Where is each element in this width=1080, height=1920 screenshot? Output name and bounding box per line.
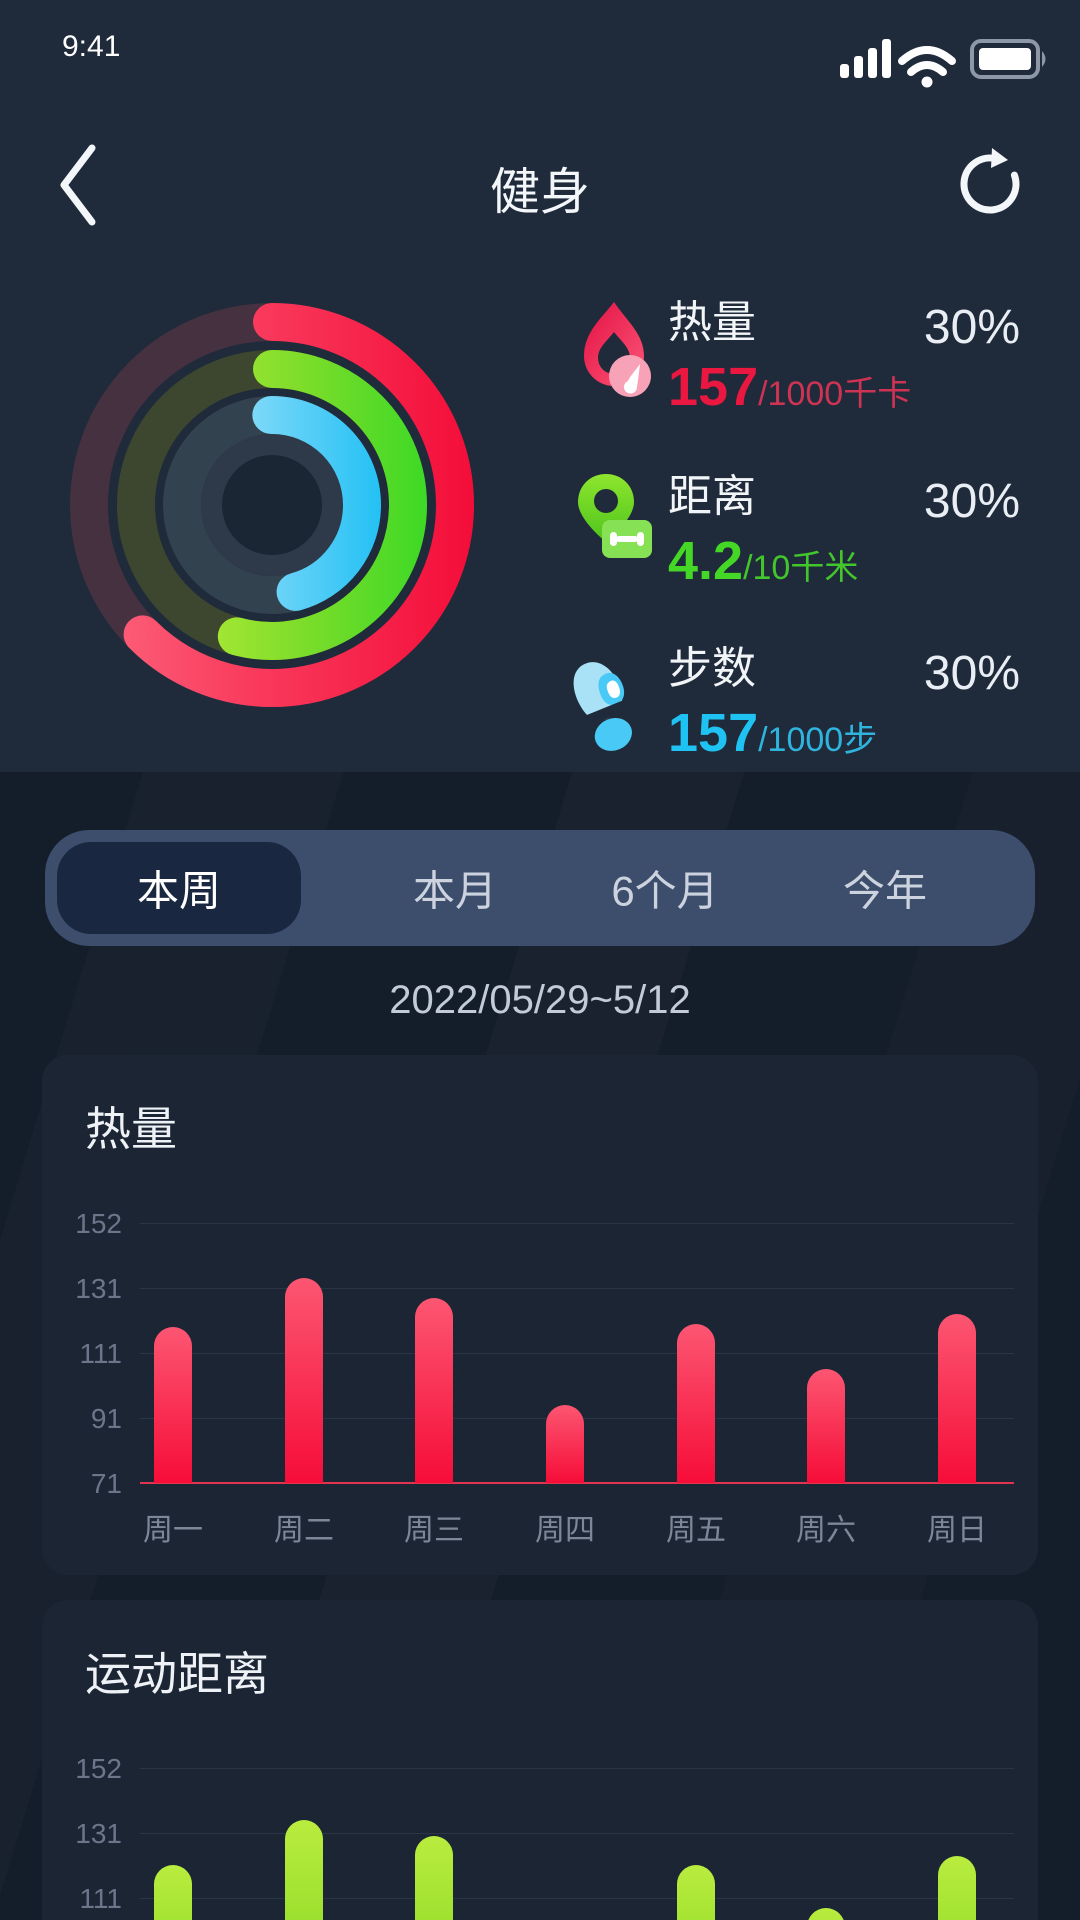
chart-gridline xyxy=(140,1288,1014,1289)
bar-周六 xyxy=(807,1369,845,1483)
chart-gridline xyxy=(140,1353,1014,1354)
tab-label: 今年 xyxy=(842,867,928,915)
map-pin-dumbbell-icon xyxy=(578,474,652,558)
stat-label: 步数 xyxy=(668,644,756,693)
cellular-signal-icon xyxy=(840,39,891,78)
stat-texts: 步数 157 /1000步 xyxy=(668,644,877,764)
bar-周一 xyxy=(154,1327,192,1483)
stat-value: 157 /1000步 xyxy=(668,702,877,764)
x-axis-label: 周三 xyxy=(404,1514,464,1547)
stat-target: /1000千卡 xyxy=(758,375,912,413)
back-button[interactable] xyxy=(48,140,108,230)
bar-周二 xyxy=(285,1278,323,1483)
y-axis-tick: 131 xyxy=(75,1273,122,1304)
y-axis-tick: 131 xyxy=(75,1818,122,1849)
tab-this-year[interactable]: 今年 xyxy=(785,840,985,936)
stat-value: 4.2 /10千米 xyxy=(668,530,858,592)
bar-周二 xyxy=(285,1820,323,1920)
x-axis-label: 周一 xyxy=(143,1514,203,1547)
date-range: 2022/05/29~5/12 xyxy=(389,978,691,1022)
status-time: 9:41 xyxy=(62,30,121,63)
bar-周五 xyxy=(677,1865,715,1920)
stat-target: /1000步 xyxy=(758,721,878,759)
chart-baseline xyxy=(140,1482,1014,1484)
shoe-step-icon xyxy=(573,662,638,751)
stat-current: 4.2 xyxy=(668,531,744,591)
y-axis-tick: 91 xyxy=(90,1403,122,1434)
x-axis-label: 周二 xyxy=(274,1514,334,1547)
stat-value: 157 /1000千卡 xyxy=(668,356,911,418)
stat-row-calories: 热量 157 /1000千卡 30% xyxy=(560,298,1020,428)
chart-gridline xyxy=(140,1898,1014,1899)
bar-周四 xyxy=(546,1405,584,1483)
stat-row-steps: 步数 157 /1000步 30% xyxy=(560,644,1020,774)
page-title: 健身 xyxy=(490,164,590,220)
card-title: 热量 xyxy=(85,1103,177,1155)
bar-周一 xyxy=(154,1865,192,1920)
stat-label: 热量 xyxy=(668,298,756,347)
tab-label: 本月 xyxy=(412,867,498,915)
stat-row-distance: 距离 4.2 /10千米 30% xyxy=(560,472,1020,602)
chevron-left-icon xyxy=(60,144,96,226)
calories-chart-card: 热量 152 131 111 91 71 周一 周二 周三 周四 周五 周六 周日 xyxy=(42,1055,1038,1575)
tab-label: 本周 xyxy=(136,867,222,915)
x-axis-label: 周日 xyxy=(927,1514,987,1547)
chart-gridline xyxy=(140,1768,1014,1769)
activity-rings xyxy=(70,303,474,707)
stat-current: 157 xyxy=(668,703,759,763)
x-axis-label: 周六 xyxy=(796,1514,856,1547)
tab-label: 6个月 xyxy=(611,867,719,915)
y-axis-tick: 111 xyxy=(79,1883,122,1914)
ring-arc-steps xyxy=(163,396,381,614)
battery-icon xyxy=(970,39,1046,79)
card-title: 运动距离 xyxy=(85,1648,269,1700)
stat-percent: 30% xyxy=(923,647,1020,700)
stat-texts: 热量 157 /1000千卡 xyxy=(668,298,911,418)
ring-center-hole xyxy=(222,455,322,555)
bar-周五 xyxy=(677,1324,715,1483)
y-axis-tick: 152 xyxy=(75,1753,122,1784)
flame-icon xyxy=(584,302,651,397)
bar-周三 xyxy=(415,1836,453,1920)
y-axis-tick: 111 xyxy=(79,1338,122,1369)
tab-six-months[interactable]: 6个月 xyxy=(565,840,765,936)
refresh-icon xyxy=(960,148,1020,214)
period-tabs: 本周 本月 6个月 今年 xyxy=(45,830,1035,946)
stat-percent: 30% xyxy=(923,475,1020,528)
x-axis-label: 周四 xyxy=(535,1514,595,1547)
y-axis-tick: 71 xyxy=(90,1468,122,1499)
stat-texts: 距离 4.2 /10千米 xyxy=(668,472,858,592)
chart-gridline xyxy=(140,1223,1014,1224)
x-axis-label: 周五 xyxy=(666,1514,726,1547)
ring-arc-calories xyxy=(70,303,474,707)
stat-target: /10千米 xyxy=(743,549,859,587)
stat-percent: 30% xyxy=(923,301,1020,354)
ring-arc-distance xyxy=(117,350,427,660)
bar-周日 xyxy=(938,1314,976,1483)
tab-this-month[interactable]: 本月 xyxy=(355,840,555,936)
bar-周六 xyxy=(807,1908,845,1920)
wifi-icon xyxy=(898,46,956,88)
tab-this-week[interactable]: 本周 xyxy=(55,840,303,936)
status-icons xyxy=(840,39,1046,88)
refresh-button[interactable] xyxy=(952,142,1028,226)
bar-周日 xyxy=(938,1856,976,1920)
bar-周三 xyxy=(415,1298,453,1483)
stat-label: 距离 xyxy=(668,472,756,521)
stat-current: 157 xyxy=(668,357,759,417)
chart-gridline xyxy=(140,1833,1014,1834)
y-axis-tick: 152 xyxy=(75,1208,122,1239)
